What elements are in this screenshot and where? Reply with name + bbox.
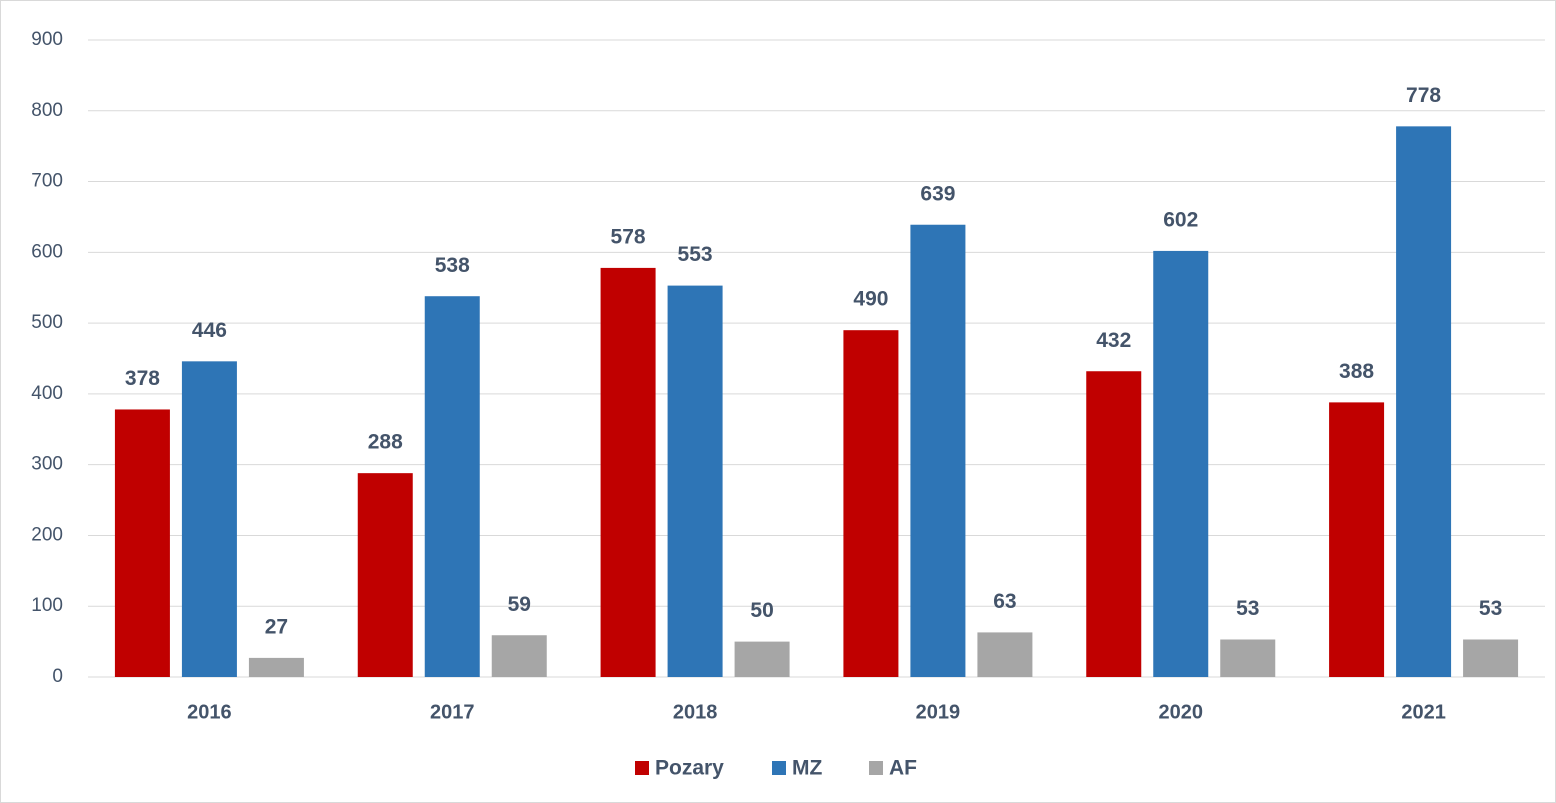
data-label: 778	[1406, 84, 1441, 107]
bar	[600, 267, 656, 677]
bar	[1220, 639, 1276, 677]
y-tick-label: 500	[31, 312, 63, 333]
bar	[1153, 250, 1209, 677]
x-tick-label: 2021	[1401, 701, 1446, 723]
x-tick-label: 2020	[1159, 701, 1204, 723]
data-label: 53	[1479, 597, 1502, 620]
x-tick-label: 2017	[430, 701, 475, 723]
legend-label: Pozary	[655, 757, 724, 780]
data-label: 27	[265, 615, 288, 638]
data-label: 639	[920, 182, 955, 205]
data-label: 288	[368, 431, 403, 454]
y-tick-label: 200	[31, 524, 63, 545]
data-label: 553	[678, 243, 713, 266]
bar	[114, 409, 170, 677]
data-label: 388	[1339, 360, 1374, 383]
x-tick-label: 2016	[187, 701, 232, 723]
bar	[843, 330, 899, 677]
bar	[357, 473, 413, 677]
data-label: 59	[508, 593, 531, 616]
bar	[1086, 371, 1142, 677]
bar	[1329, 402, 1385, 677]
data-label: 53	[1236, 597, 1259, 620]
bar	[734, 641, 790, 677]
bar	[181, 361, 237, 677]
data-label: 446	[192, 319, 227, 342]
bar	[1396, 126, 1452, 678]
data-label: 432	[1096, 329, 1131, 352]
bar	[248, 657, 304, 677]
bar	[1463, 639, 1519, 677]
bar	[424, 296, 480, 677]
y-tick-label: 700	[31, 171, 63, 192]
data-label: 63	[993, 590, 1016, 613]
bar	[910, 224, 966, 678]
y-tick-label: 0	[52, 666, 63, 687]
bar	[491, 635, 547, 677]
data-label: 378	[125, 367, 160, 390]
bar	[977, 632, 1033, 677]
legend-swatch	[635, 761, 649, 775]
data-label: 538	[435, 254, 470, 277]
legend-label: AF	[889, 757, 917, 780]
x-tick-label: 2019	[916, 701, 961, 723]
legend-swatch	[772, 761, 786, 775]
y-tick-label: 100	[31, 595, 63, 616]
legend-swatch	[869, 761, 883, 775]
x-tick-label: 2018	[673, 701, 718, 723]
data-label: 578	[611, 225, 646, 248]
legend-label: MZ	[792, 757, 822, 780]
y-tick-label: 900	[31, 29, 63, 50]
data-label: 490	[853, 288, 888, 311]
y-tick-label: 800	[31, 100, 63, 121]
bar	[667, 285, 723, 677]
y-tick-label: 300	[31, 454, 63, 475]
data-label: 50	[750, 599, 773, 622]
y-tick-label: 400	[31, 383, 63, 404]
y-tick-label: 600	[31, 241, 63, 262]
data-label: 602	[1163, 208, 1198, 231]
